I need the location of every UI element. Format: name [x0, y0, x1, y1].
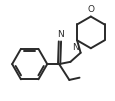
Text: N: N [72, 43, 79, 52]
Text: N: N [56, 30, 63, 39]
Text: O: O [87, 5, 93, 14]
